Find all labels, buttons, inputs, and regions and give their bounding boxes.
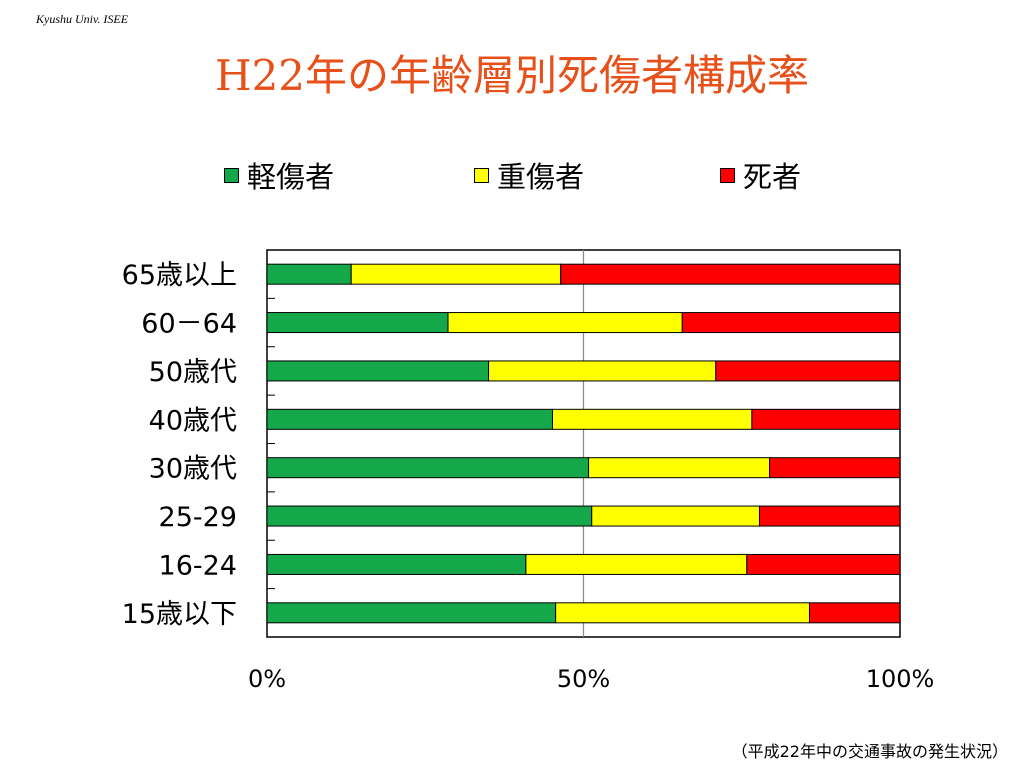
x-tick-label-2: 100% [866, 665, 935, 693]
legend-swatch-minor [224, 167, 239, 183]
bar-segment-0-1 [350, 263, 562, 285]
bar-segment-4-2 [769, 457, 901, 479]
legend-swatch-death [720, 167, 735, 183]
x-tick-label-0: 0% [248, 665, 286, 693]
bar-segment-1-0 [266, 312, 449, 334]
bar-segment-4-0 [266, 457, 590, 479]
bar-segment-2-2 [715, 360, 901, 382]
category-label-3: 40歳代 [149, 405, 237, 436]
category-label-1: 60－64 [141, 309, 237, 340]
header-tag: Kyushu Univ. ISEE [36, 12, 129, 26]
bar-segment-6-2 [746, 553, 901, 575]
bar-segment-4-1 [588, 457, 771, 479]
bar-segment-7-2 [808, 602, 901, 624]
bar-segment-7-1 [555, 602, 810, 624]
category-label-4: 30歳代 [149, 454, 237, 485]
legend-item-minor: 軽傷者 [224, 156, 334, 194]
footnote: （平成22年中の交通事故の発生状況） [731, 742, 1008, 761]
slide-title: H22年の年齢層別死傷者構成率 [214, 51, 810, 100]
legend-label-minor: 軽傷者 [247, 160, 335, 194]
bar-segment-2-1 [488, 360, 717, 382]
bar-segment-3-2 [751, 408, 901, 430]
legend-swatch-serious [474, 167, 489, 183]
category-label-6: 16-24 [159, 550, 237, 581]
category-label-0: 65歳以上 [122, 260, 237, 291]
legend-item-serious: 重傷者 [474, 156, 584, 194]
bar-segment-5-0 [266, 505, 593, 527]
bar-segment-0-2 [560, 263, 901, 285]
legend-item-death: 死者 [720, 156, 801, 194]
chart-legend: 軽傷者 重傷者 死者 [0, 156, 1024, 196]
legend-label-serious: 重傷者 [497, 160, 585, 194]
bar-segment-0-0 [266, 263, 352, 285]
legend-label-death: 死者 [743, 160, 802, 194]
bar-segment-7-0 [266, 602, 557, 624]
bar-segment-1-2 [681, 312, 901, 334]
bar-segment-2-0 [266, 360, 490, 382]
bar-segment-5-2 [758, 505, 901, 527]
bar-segment-3-1 [551, 408, 753, 430]
bar-segment-1-1 [447, 312, 683, 334]
bar-segment-6-0 [266, 553, 527, 575]
x-tick-label-1: 50% [557, 665, 610, 693]
bar-segment-3-0 [266, 408, 553, 430]
category-label-2: 50歳代 [149, 357, 237, 388]
category-label-7: 15歳以下 [122, 599, 237, 630]
category-label-5: 25-29 [159, 502, 237, 533]
bar-segment-5-1 [591, 505, 760, 527]
bar-segment-6-1 [525, 553, 748, 575]
